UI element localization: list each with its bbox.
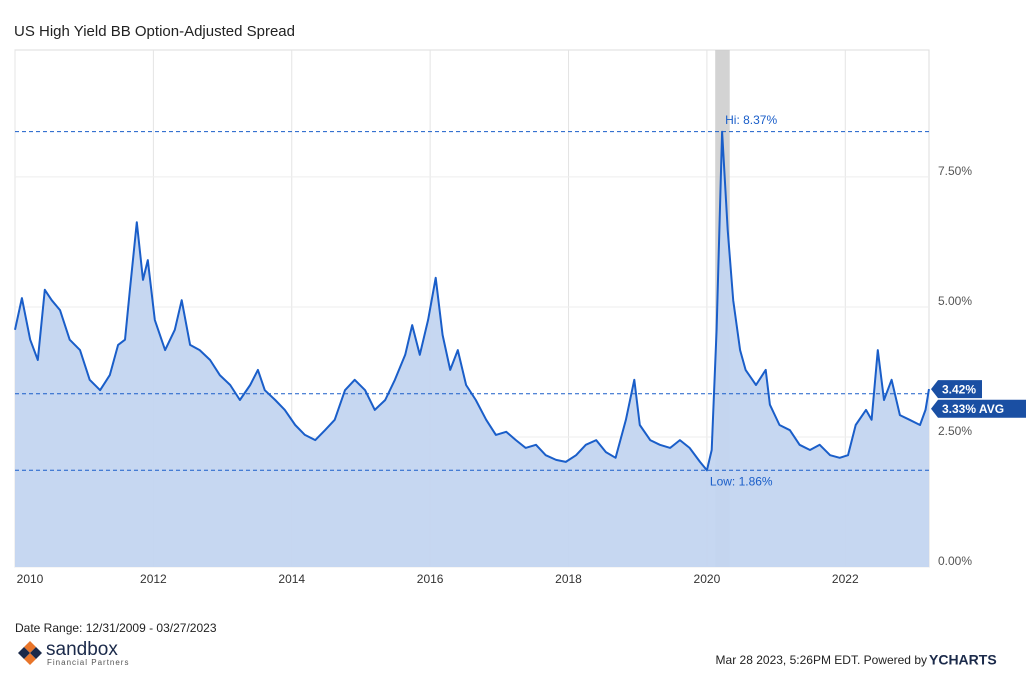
chart-title: US High Yield BB Option-Adjusted Spread (14, 23, 295, 40)
y-tick-label: 5.00% (938, 294, 972, 308)
plot: 2010 2012 2014 2016 2018 2020 2022 0.00% 2.50% 5.… (14, 49, 1026, 586)
y-tick-label: 0.00% (938, 554, 972, 568)
y-tick-label: 2.50% (938, 424, 972, 438)
x-tick-label: 2016 (417, 572, 444, 586)
reference-label: Hi: 8.37% (725, 113, 777, 127)
line (14, 130, 930, 472)
reference-label: Low: 1.86% (710, 474, 773, 488)
logo-subtitle: Financial Partners (47, 658, 129, 667)
value-tag (931, 399, 1026, 418)
x-tick-label: 2022 (832, 572, 859, 586)
value-tag (931, 380, 982, 399)
x-tick-label: 2018 (555, 572, 582, 586)
footer: Mar 28 2023, 5:26PM EDT. Powered by (716, 653, 927, 667)
area (15, 131, 929, 567)
x-tick-label: 2020 (694, 572, 721, 586)
x-tick-label: 2014 (278, 572, 305, 586)
y-tick-label: 7.50% (938, 164, 972, 178)
value-tag-label: 3.33% AVG (942, 402, 1004, 416)
brand: YCHARTS (929, 652, 997, 668)
date-range: Date Range: 12/31/2009 - 03/27/2023 (15, 621, 217, 635)
logo: sandbox Financial Partners (18, 639, 129, 667)
x-tick-label: 2012 (140, 572, 167, 586)
x-tick-label: 2010 (17, 572, 44, 586)
logo-text: sandbox (46, 639, 118, 660)
value-tag-label: 3.42% (942, 382, 976, 396)
